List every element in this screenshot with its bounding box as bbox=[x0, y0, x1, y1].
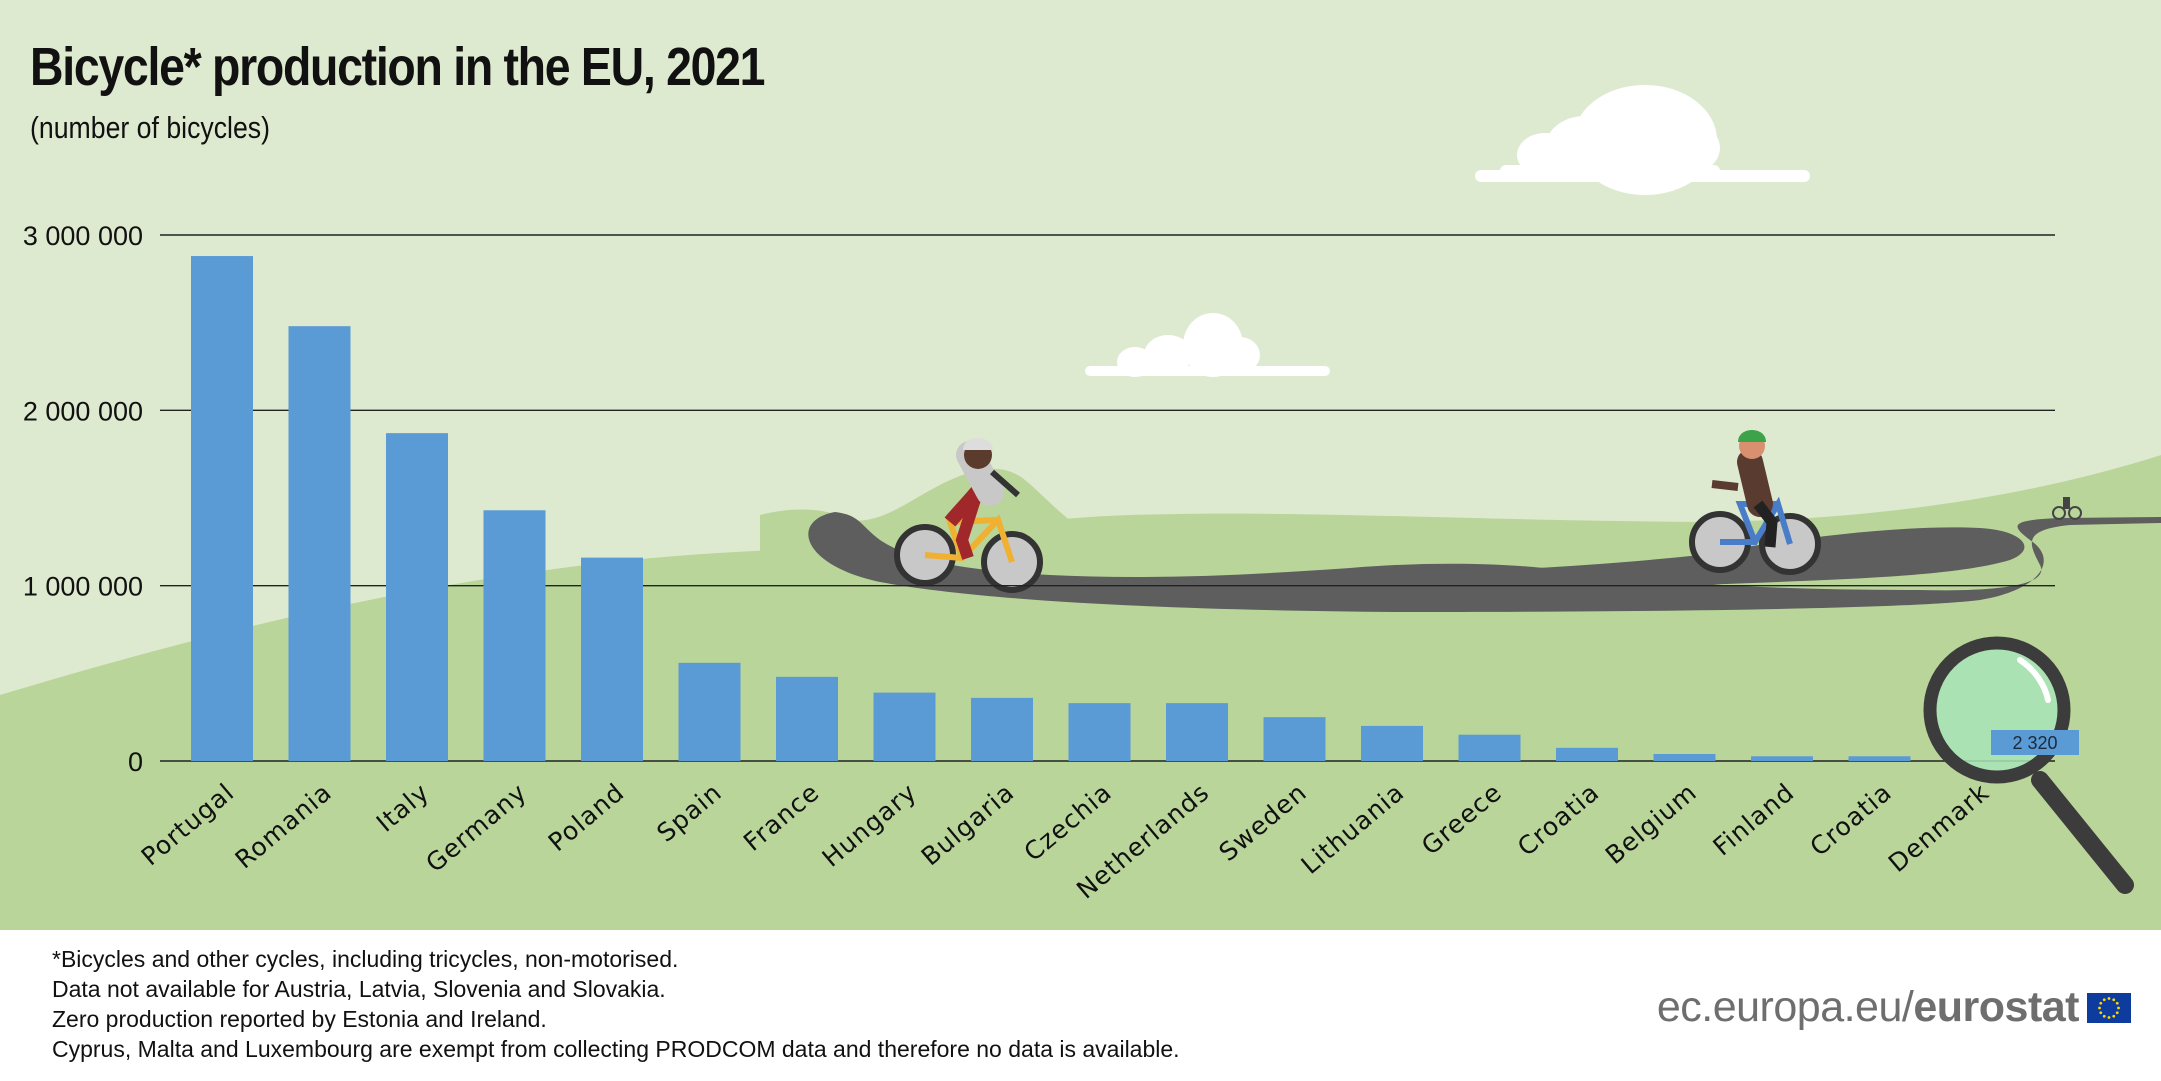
road-segment bbox=[817, 527, 2025, 600]
bar bbox=[1848, 756, 1911, 761]
eu-star bbox=[2117, 1006, 2120, 1009]
bar bbox=[1166, 703, 1228, 761]
bar bbox=[1263, 717, 1326, 761]
y-tick-label: 0 bbox=[128, 747, 143, 777]
eu-star bbox=[2099, 1001, 2103, 1005]
y-tick-label: 1 000 000 bbox=[23, 572, 143, 602]
bar bbox=[1068, 703, 1131, 761]
eu-star bbox=[2102, 997, 2106, 1001]
brand-url: ec.europa.eu/ bbox=[1656, 983, 1914, 1031]
bar bbox=[678, 662, 741, 761]
footnote: *Bicycles and other cycles, including tr… bbox=[52, 946, 679, 972]
y-tick-label: 3 000 000 bbox=[23, 221, 143, 251]
eu-star bbox=[2098, 1006, 2101, 1009]
eu-star bbox=[2099, 1010, 2103, 1014]
bar bbox=[1653, 753, 1716, 761]
cloud-icon bbox=[1085, 313, 1330, 377]
bar bbox=[776, 676, 838, 761]
data-label: 2 320 bbox=[2012, 733, 2057, 753]
bar bbox=[971, 697, 1033, 761]
bar bbox=[288, 326, 351, 761]
magnified-annotation: 2 320 bbox=[1991, 730, 2079, 755]
bar bbox=[483, 510, 546, 761]
bar bbox=[386, 433, 448, 761]
bar bbox=[1751, 756, 1813, 761]
y-tick-label: 2 000 000 bbox=[23, 396, 143, 426]
eu-star bbox=[2102, 1014, 2106, 1018]
cloud-icon bbox=[1475, 85, 1810, 195]
chart-title: Bicycle* production in the EU, 2021 bbox=[30, 37, 766, 97]
brand-name: eurostat bbox=[1913, 983, 2079, 1031]
footnote: Cyprus, Malta and Luxembourg are exempt … bbox=[52, 1036, 1180, 1062]
gridlines bbox=[160, 234, 2055, 762]
footnote: Data not available for Austria, Latvia, … bbox=[52, 976, 666, 1002]
cyclist-icon bbox=[1689, 430, 1821, 575]
bar bbox=[873, 692, 936, 761]
footnote: Zero production reported by Estonia and … bbox=[52, 1006, 547, 1032]
bar bbox=[581, 557, 643, 761]
magnified-bar bbox=[1991, 730, 2079, 755]
bar bbox=[191, 256, 253, 761]
cyclist-icon bbox=[2052, 497, 2082, 520]
eu-star bbox=[2112, 1014, 2116, 1018]
bar bbox=[1458, 734, 1521, 761]
eu-star bbox=[2107, 996, 2111, 1000]
chart-subtitle: (number of bicycles) bbox=[30, 110, 271, 145]
eurostat-brand: ec.europa.eu/ eurostat bbox=[1657, 983, 2131, 1032]
eu-star bbox=[2115, 1001, 2119, 1005]
bar bbox=[1361, 725, 1423, 761]
footnotes: *Bicycles and other cycles, including tr… bbox=[52, 944, 1180, 1064]
bar bbox=[1556, 747, 1618, 761]
cyclist-icon bbox=[894, 438, 1043, 593]
bars bbox=[191, 256, 1911, 761]
eu-flag-icon bbox=[2087, 992, 2131, 1023]
eu-star bbox=[2112, 997, 2116, 1001]
eu-star bbox=[2115, 1010, 2119, 1014]
eu-star bbox=[2107, 1015, 2111, 1019]
y-axis-labels: 0 1 000 000 2 000 000 3 000 000 bbox=[23, 221, 143, 777]
